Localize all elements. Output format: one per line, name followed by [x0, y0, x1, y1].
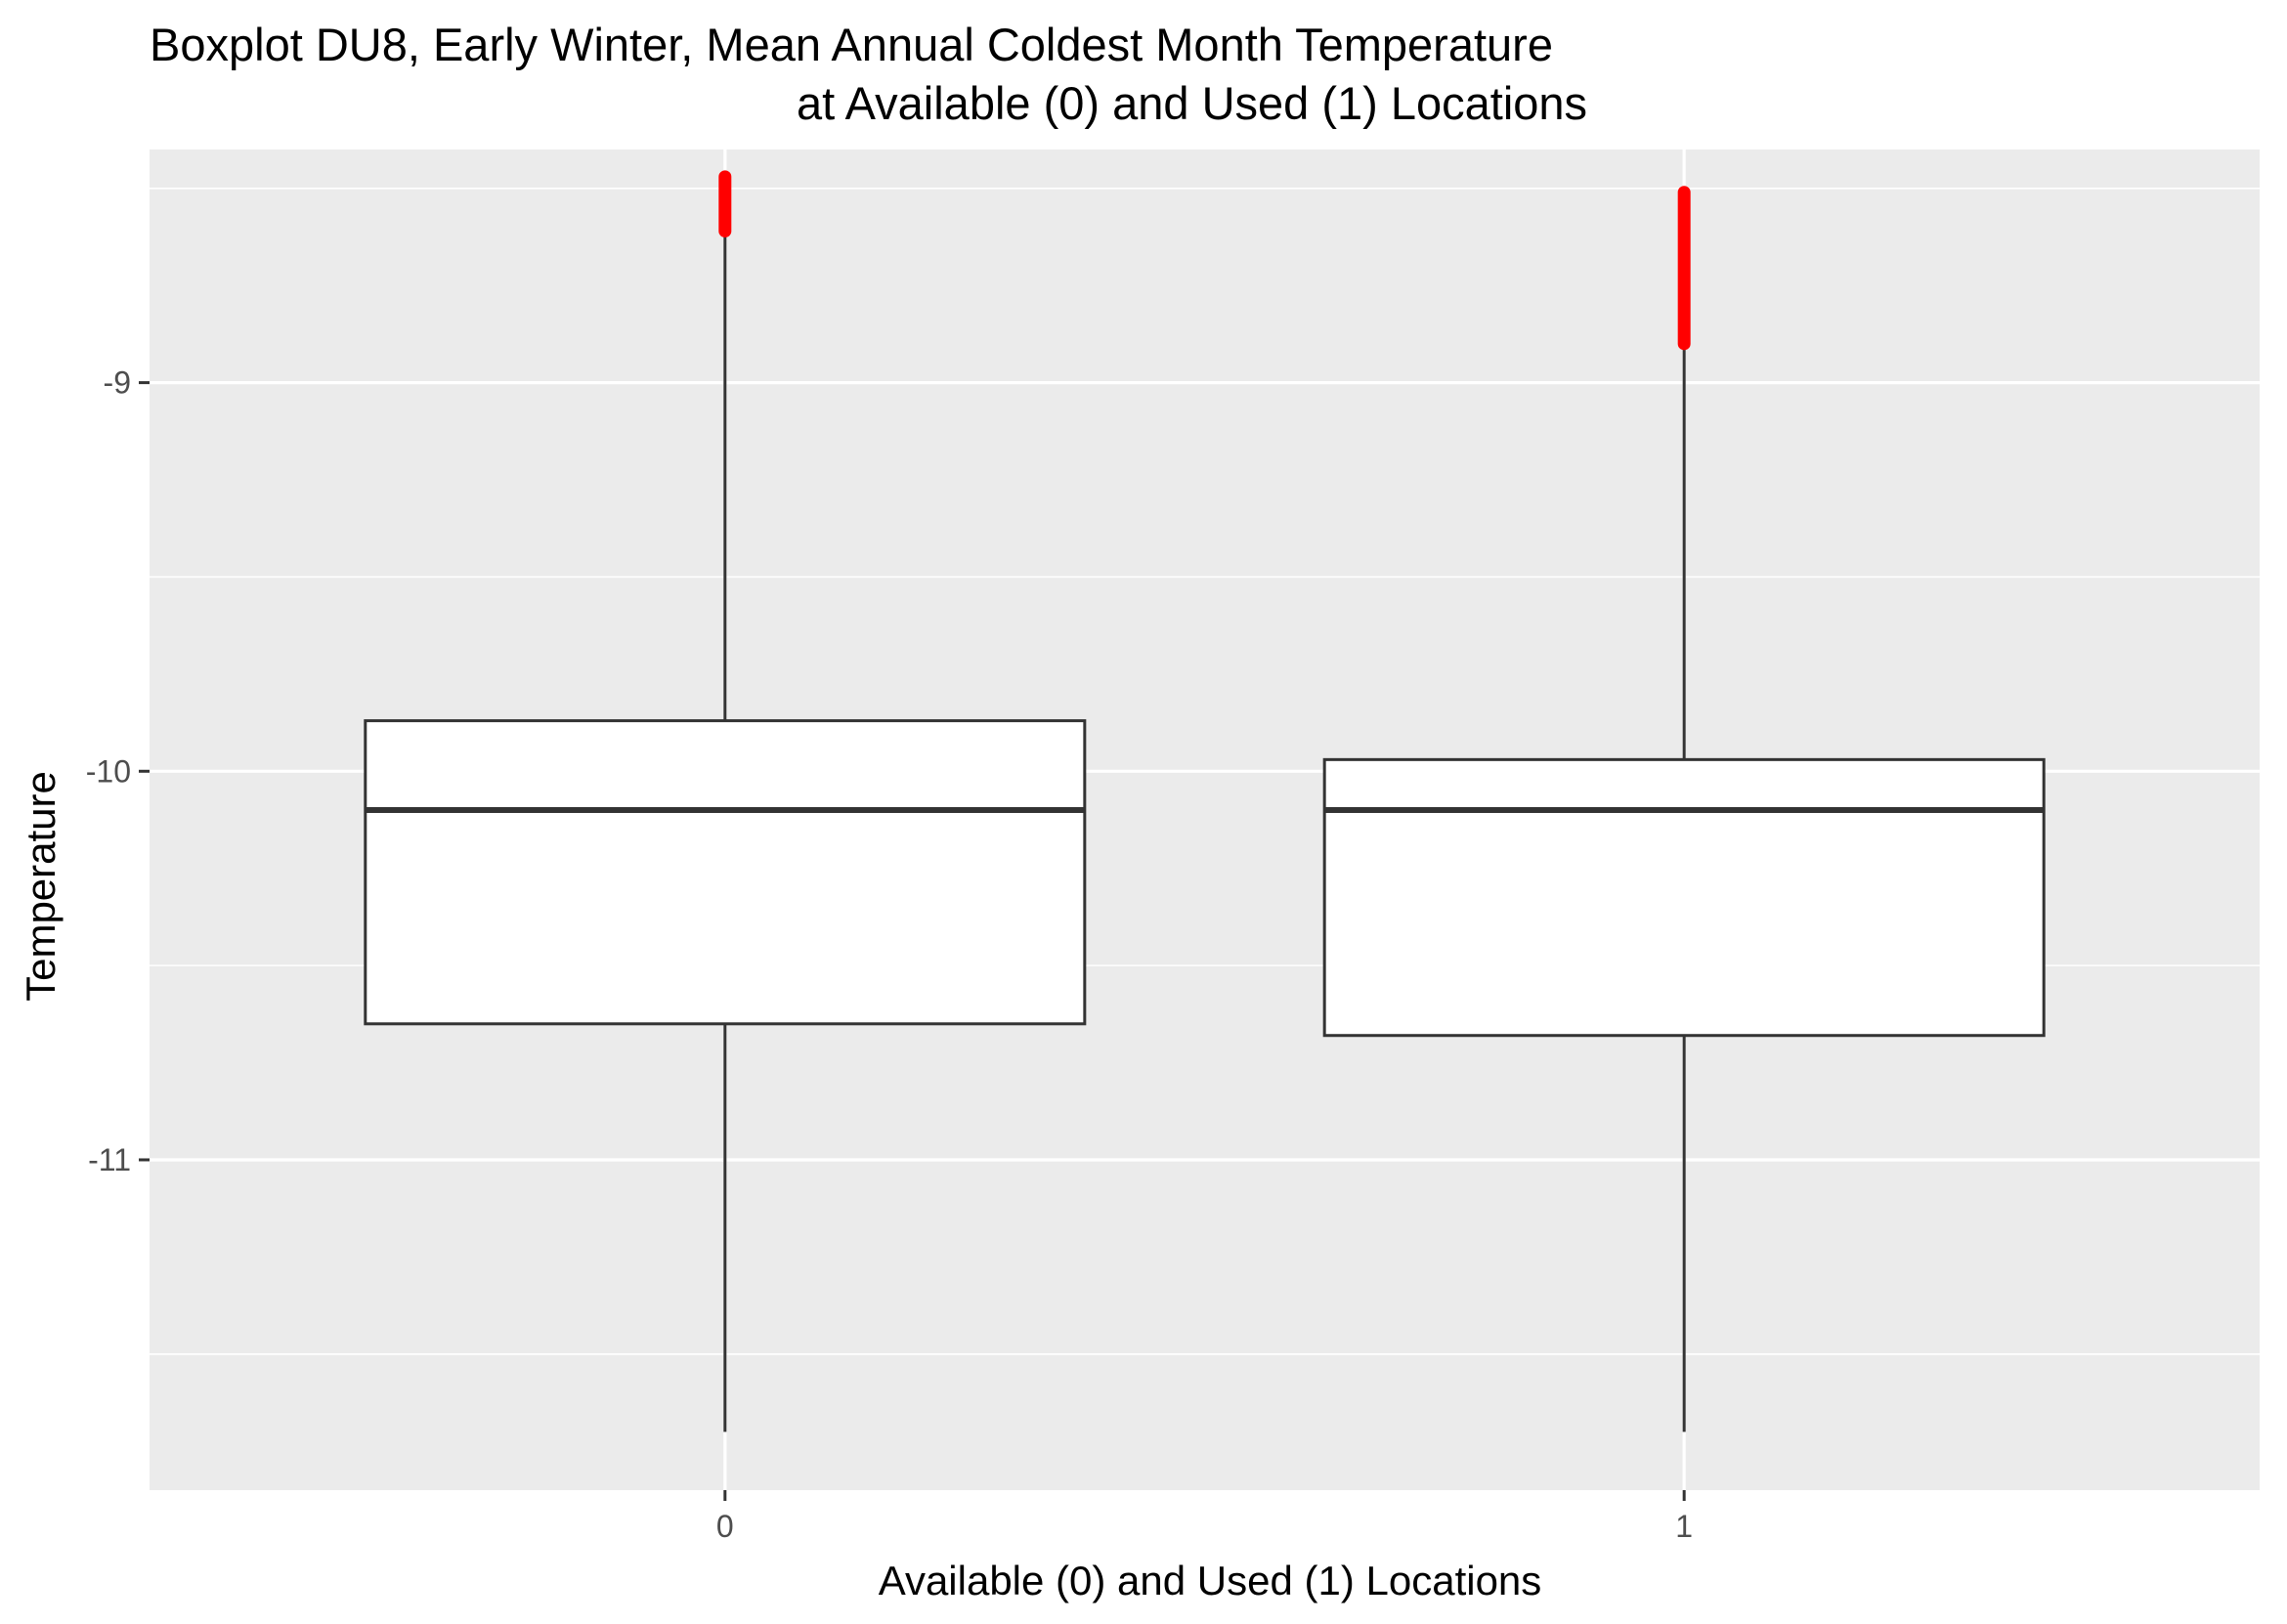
x-axis-title: Available (0) and Used (1) Locations — [879, 1558, 1542, 1603]
box-group-1 — [1322, 186, 2046, 1432]
box — [364, 719, 1087, 1026]
y-axis: -9 -10 -11 — [86, 365, 150, 1177]
y-tick-label: -11 — [88, 1142, 131, 1177]
x-tick-label: 0 — [716, 1509, 734, 1544]
y-axis-title: Temperature — [18, 771, 64, 1002]
boxes-layer — [364, 170, 2046, 1432]
x-tick-label: 1 — [1675, 1509, 1693, 1544]
box — [1322, 757, 2046, 1038]
y-tick-label: -10 — [86, 753, 131, 789]
chart-subtitle: at Available (0) and Used (1) Locations — [797, 77, 1587, 129]
chart-title: Boxplot DU8, Early Winter, Mean Annual C… — [150, 19, 1553, 70]
box-group-0 — [364, 170, 1087, 1432]
y-tick-label: -9 — [104, 365, 131, 401]
